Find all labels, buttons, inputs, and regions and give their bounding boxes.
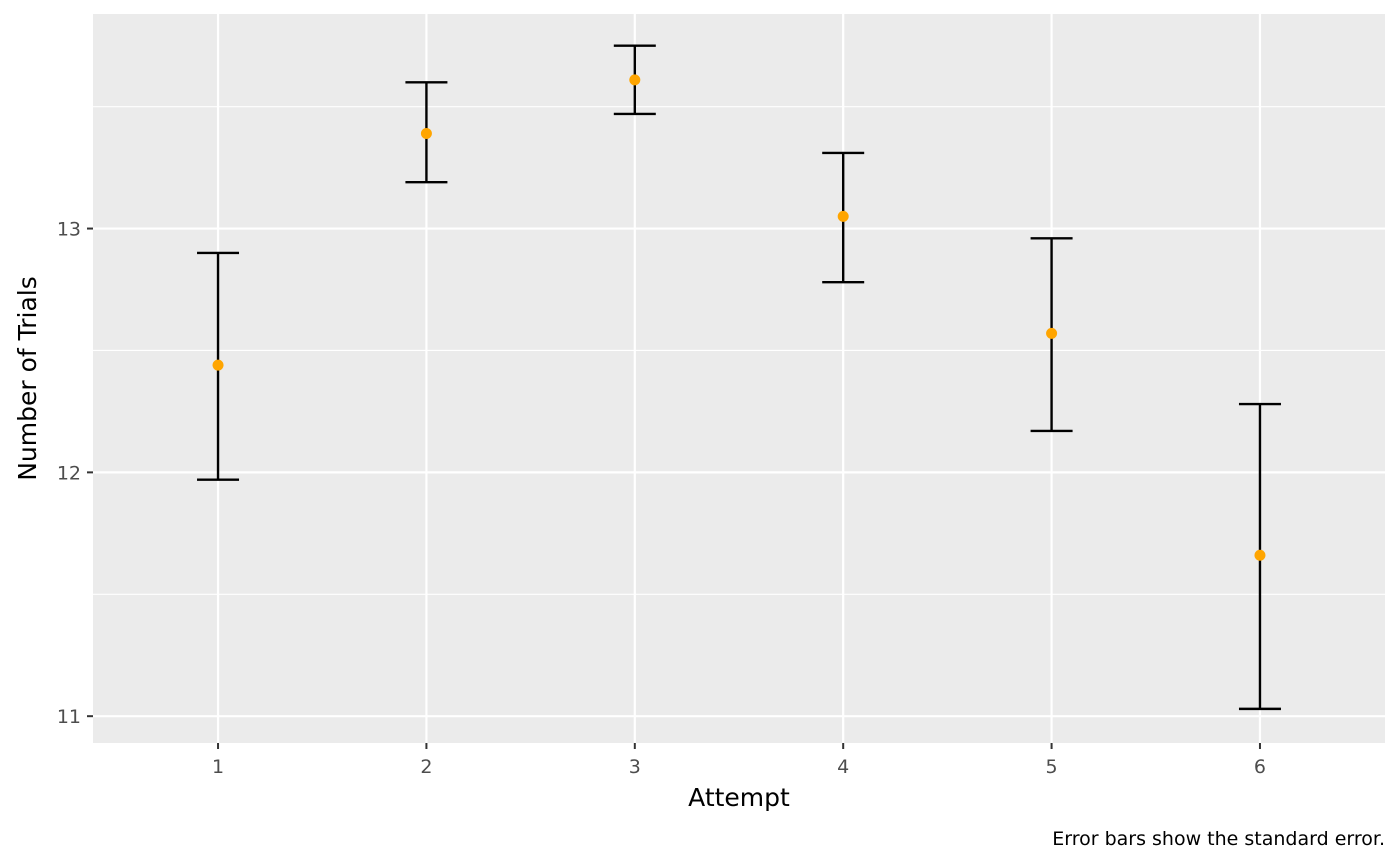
x-tick-label: 4 [837, 756, 849, 778]
data-point [212, 359, 224, 371]
x-axis-title: Attempt [688, 783, 790, 812]
y-axis-ticks: 11 12 13 [57, 219, 93, 728]
y-tick-label: 13 [57, 219, 81, 241]
x-tick-label: 1 [212, 756, 224, 778]
data-points [212, 74, 1266, 561]
data-point [1254, 549, 1266, 561]
data-point [837, 210, 849, 222]
y-tick-label: 11 [57, 706, 81, 728]
data-point [420, 127, 432, 139]
data-point [1046, 327, 1058, 339]
plot-panel [93, 14, 1385, 743]
y-tick-label: 12 [57, 462, 81, 484]
x-tick-label: 6 [1254, 756, 1266, 778]
data-point [629, 74, 641, 86]
y-axis-title: Number of Trials [13, 276, 42, 481]
major-gridlines [93, 14, 1385, 743]
minor-gridlines [93, 106, 1385, 595]
x-tick-label: 3 [629, 756, 641, 778]
x-tick-label: 5 [1046, 756, 1058, 778]
x-tick-label: 2 [420, 756, 432, 778]
chart-caption: Error bars show the standard error. [1052, 828, 1385, 850]
x-axis-ticks: 1 2 3 4 5 6 [212, 743, 1266, 778]
